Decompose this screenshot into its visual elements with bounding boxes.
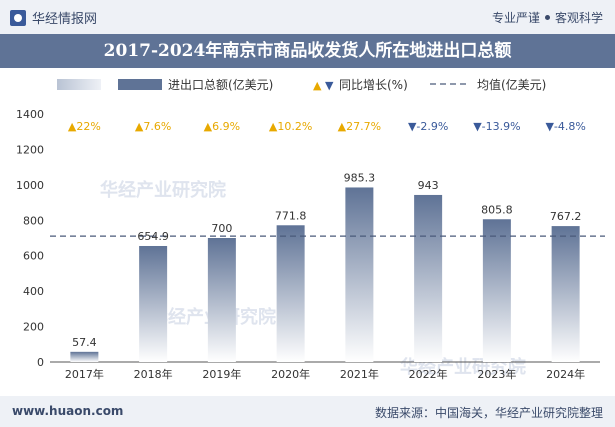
growth-label-5: ▼-2.9% bbox=[408, 120, 448, 133]
value-label-7: 767.2 bbox=[550, 210, 582, 223]
value-label-5: 943 bbox=[418, 179, 439, 192]
slogan-left: 专业严谨 bbox=[491, 11, 540, 25]
growth-label-0: ▲22% bbox=[68, 120, 101, 133]
value-label-3: 771.8 bbox=[275, 209, 307, 222]
bar-2 bbox=[207, 238, 236, 362]
y-tick-label-0: 0 bbox=[37, 356, 44, 369]
x-tick-label-0: 2017年 bbox=[65, 367, 104, 381]
x-axis-ticks: 2017年 2018年 2019年 2020年 2021年 2022年 2023年 2024年 bbox=[65, 367, 585, 381]
footer-site: www.huaon.com bbox=[12, 404, 124, 418]
value-label-6: 805.8 bbox=[481, 203, 513, 216]
growth-label-1: ▲7.6% bbox=[135, 120, 171, 133]
footer-source: 数据来源：中国海关，华经产业研究院整理 bbox=[374, 406, 603, 420]
y-tick-label-1: 200 bbox=[23, 321, 44, 334]
y-tick-label-5: 1000 bbox=[16, 179, 44, 192]
bar-6 bbox=[482, 219, 511, 362]
x-tick-label-3: 2020年 bbox=[271, 367, 310, 381]
bar-3 bbox=[276, 225, 305, 362]
x-tick-label-7: 2024年 bbox=[546, 367, 585, 381]
dot-icon bbox=[544, 15, 550, 20]
brand-name: 华经情报网 bbox=[32, 12, 98, 27]
y-tick-label-2: 400 bbox=[23, 285, 44, 298]
x-tick-label-2: 2019年 bbox=[202, 367, 241, 381]
growth-label-6: ▼-13.9% bbox=[473, 120, 520, 133]
bar-0 bbox=[70, 351, 99, 362]
chart-canvas: 华经产业研究院 华经产业研究院 华经产业研究院 进出口总额(亿美元) ▲ ▼ 同… bbox=[16, 77, 605, 381]
growth-label-4: ▲27.7% bbox=[338, 120, 381, 133]
legend-label-total: 进出口总额(亿美元) bbox=[168, 77, 273, 92]
slogan: 专业严谨 客观科学 bbox=[492, 9, 603, 26]
title-bar: 2017-2024年南京市商品收发货人所在地进出口总额 bbox=[0, 34, 615, 68]
value-label-1: 654.9 bbox=[137, 230, 169, 243]
logo-icon bbox=[10, 9, 26, 26]
watermark-text-1: 华经产业研究院 bbox=[100, 179, 226, 201]
growth-label-7: ▼-4.8% bbox=[545, 120, 585, 133]
x-tick-label-1: 2018年 bbox=[134, 367, 173, 381]
legend-down-icon: ▼ bbox=[325, 79, 334, 92]
legend-label-growth: 同比增长(%) bbox=[339, 78, 408, 92]
value-label-2: 700 bbox=[211, 222, 232, 235]
x-tick-label-5: 2022年 bbox=[409, 367, 448, 381]
growth-labels: ▲22% ▲7.6% ▲6.9% ▲10.2% ▲27.7% ▼-2.9% ▼-13.9% ▼… bbox=[68, 120, 586, 133]
bar-1 bbox=[139, 245, 168, 362]
y-tick-label-6: 1200 bbox=[16, 143, 44, 156]
value-label-0: 57.4 bbox=[72, 336, 97, 349]
legend-up-icon: ▲ bbox=[313, 79, 322, 92]
growth-label-2: ▲6.9% bbox=[204, 120, 240, 133]
bar-4 bbox=[345, 187, 374, 362]
y-tick-label-7: 1400 bbox=[16, 108, 44, 121]
legend: 进出口总额(亿美元) ▲ ▼ 同比增长(%) 均值(亿美元) bbox=[57, 77, 546, 92]
top-bar: 华经情报网 专业严谨 客观科学 bbox=[0, 0, 615, 34]
x-tick-label-4: 2021年 bbox=[340, 367, 379, 381]
bars bbox=[70, 187, 580, 362]
brand: 华经情报网 bbox=[10, 8, 97, 27]
value-label-4: 985.3 bbox=[344, 171, 376, 184]
y-tick-label-3: 600 bbox=[23, 250, 44, 263]
bar-5 bbox=[414, 194, 443, 362]
y-tick-label-4: 800 bbox=[23, 214, 44, 227]
legend-label-avg: 均值(亿美元) bbox=[477, 77, 546, 92]
bar-7 bbox=[551, 226, 580, 362]
y-axis-ticks: 0 200 400 600 800 1000 1200 1400 bbox=[16, 108, 44, 369]
footer: www.huaon.com 数据来源：中国海关，华经产业研究院整理 bbox=[0, 396, 615, 427]
slogan-right: 客观科学 bbox=[554, 11, 603, 25]
value-labels: 57.4 654.9 700 771.8 985.3 943 805.8 767.2 bbox=[72, 171, 581, 348]
legend-swatch-bar bbox=[118, 79, 162, 90]
chart-title: 2017-2024年南京市商品收发货人所在地进出口总额 bbox=[103, 41, 512, 61]
x-tick-label-6: 2023年 bbox=[477, 367, 516, 381]
growth-label-3: ▲10.2% bbox=[269, 120, 312, 133]
legend-swatch-gradient bbox=[57, 79, 101, 90]
